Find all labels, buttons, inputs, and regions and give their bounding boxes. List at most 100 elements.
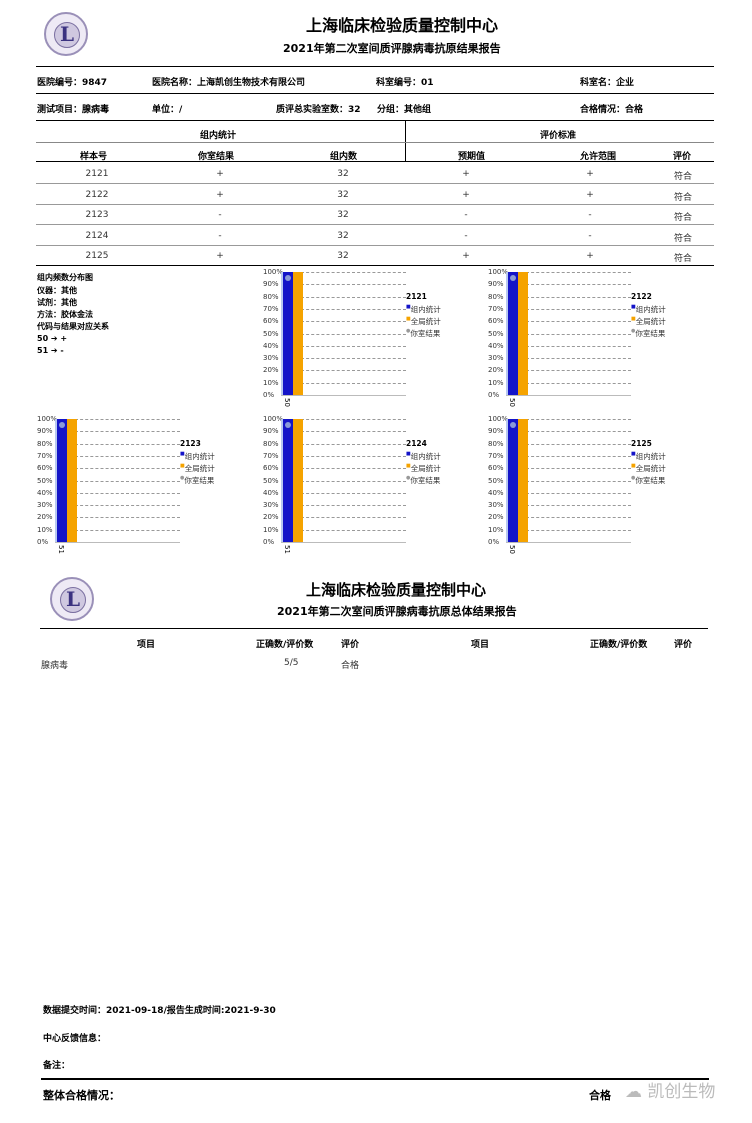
column-header: 样本号 — [80, 152, 108, 162]
legend-item: ●你室结果 — [406, 328, 440, 339]
legend-item: ■组内统计 — [406, 304, 441, 315]
gridline — [526, 345, 631, 347]
legend-marker: ■ — [631, 304, 636, 310]
your-result-marker — [285, 422, 291, 428]
gridline — [301, 382, 406, 384]
table-cell: 2124 — [85, 230, 109, 241]
gridline — [301, 358, 406, 360]
chart-title: 2125 — [631, 439, 652, 448]
y-tick-label: 30% — [488, 354, 504, 363]
table-cell: 32 — [337, 189, 349, 200]
gridline — [301, 345, 406, 347]
bar-group — [508, 272, 518, 395]
gridline — [526, 517, 631, 519]
dist-title: 组内频数分布图 — [37, 273, 93, 282]
table-cell: 32 — [337, 169, 349, 179]
y-tick-label: 40% — [263, 341, 279, 350]
table-cell: - — [464, 230, 468, 241]
legend-marker: ■ — [631, 463, 636, 469]
y-tick-label: 90% — [488, 280, 504, 289]
gridline — [526, 308, 631, 310]
y-tick-label: 70% — [263, 304, 279, 313]
legend-marker: ■ — [631, 316, 636, 322]
legend-marker: ● — [406, 475, 411, 481]
watermark-logo: ☁ 凯创生物 — [625, 1082, 716, 1102]
unit: 单位：/ — [152, 105, 183, 115]
gridline — [526, 505, 631, 507]
gridline — [526, 284, 631, 286]
bar-global — [293, 272, 303, 395]
bar-global — [67, 419, 77, 542]
y-tick-label: 40% — [488, 341, 504, 350]
legend-item: ●你室结果 — [631, 328, 665, 339]
legend-label: 组内统计 — [635, 305, 666, 314]
chart-title: 2121 — [406, 292, 427, 301]
summary-col-correct: 正确数/评价数 — [256, 640, 314, 650]
x-tick-label: 51 — [57, 545, 65, 554]
gridline — [75, 419, 180, 420]
table-cell: 32 — [337, 251, 349, 261]
chart-2124: 0% 10% 20% 30% 40% 50% 60% 70% 80% 90% 100% 51 2124 ■… — [263, 415, 473, 555]
summary-col-eval-2: 评价 — [674, 640, 693, 650]
summary-col-eval: 评价 — [341, 640, 360, 650]
gridline — [526, 455, 631, 457]
gridline — [301, 272, 406, 273]
summary-col-item-2: 项目 — [471, 640, 490, 650]
legend-label: 组内统计 — [410, 452, 441, 461]
bar-group — [57, 419, 67, 542]
summary-item: 腺病毒 — [41, 661, 69, 671]
code-title: 代码与结果对应关系 — [37, 322, 109, 331]
y-tick-label: 60% — [263, 464, 279, 473]
bar-global — [293, 419, 303, 542]
method: 方法：胶体金法 — [37, 310, 93, 319]
legend-label: 全局统计 — [635, 464, 666, 473]
y-tick-label: 50% — [263, 476, 279, 485]
dept-no: 科室编号：01 — [376, 78, 434, 88]
y-tick-label: 10% — [488, 378, 504, 387]
legend-marker: ■ — [180, 463, 185, 469]
gridline — [526, 370, 631, 372]
y-tick-label: 40% — [263, 488, 279, 497]
overall-value: 合格 — [589, 1089, 611, 1102]
legend-item: ■全局统计 — [631, 316, 666, 327]
y-tick-label: 30% — [37, 501, 53, 510]
gridline — [526, 296, 631, 298]
submit-time: 数据提交时间：2021-09-18/报告生成时间:2021-9-30 — [43, 1006, 276, 1016]
y-tick-label: 10% — [488, 525, 504, 534]
table-cell: + — [462, 251, 470, 261]
gridline — [526, 480, 631, 482]
y-tick-label: 30% — [263, 501, 279, 510]
y-tick-label: 10% — [263, 378, 279, 387]
summary-col-item: 项目 — [137, 640, 156, 650]
y-tick-label: 80% — [37, 439, 53, 448]
gridline — [301, 492, 406, 494]
chart-2125: 0% 10% 20% 30% 40% 50% 60% 70% 80% 90% 100% 50 2125 ■… — [488, 415, 698, 555]
y-tick-label: 80% — [488, 439, 504, 448]
hospital-name: 医院名称：上海凯创生物技术有限公司 — [152, 78, 306, 88]
summary-title: 2021年第二次室间质评腺病毒抗原总体结果报告 — [277, 605, 517, 618]
legend-marker: ■ — [406, 451, 411, 457]
table-cell: 32 — [337, 210, 349, 220]
gridline — [301, 455, 406, 457]
gridline — [75, 529, 180, 531]
legend-item: ●你室结果 — [180, 475, 214, 486]
x-tick-label: 50 — [508, 545, 516, 554]
legend-label: 全局统计 — [410, 464, 441, 473]
y-tick-label: 60% — [37, 464, 53, 473]
bar-group — [508, 419, 518, 542]
legend-label: 全局统计 — [635, 317, 666, 326]
watermark-text: 凯创生物 — [647, 1082, 716, 1102]
gridline — [75, 468, 180, 470]
gridline — [75, 505, 180, 507]
legend-label: 你室结果 — [410, 329, 441, 338]
column-header: 你室结果 — [198, 152, 235, 162]
table-cell: 符合 — [673, 213, 692, 223]
legend-marker: ■ — [406, 463, 411, 469]
gridline — [75, 492, 180, 494]
table-cell: - — [218, 230, 222, 241]
chart-title: 2122 — [631, 292, 652, 301]
y-tick-label: 50% — [37, 476, 53, 485]
your-result-marker — [59, 422, 65, 428]
y-tick-label: 70% — [488, 304, 504, 313]
y-tick-label: 100% — [488, 415, 509, 423]
